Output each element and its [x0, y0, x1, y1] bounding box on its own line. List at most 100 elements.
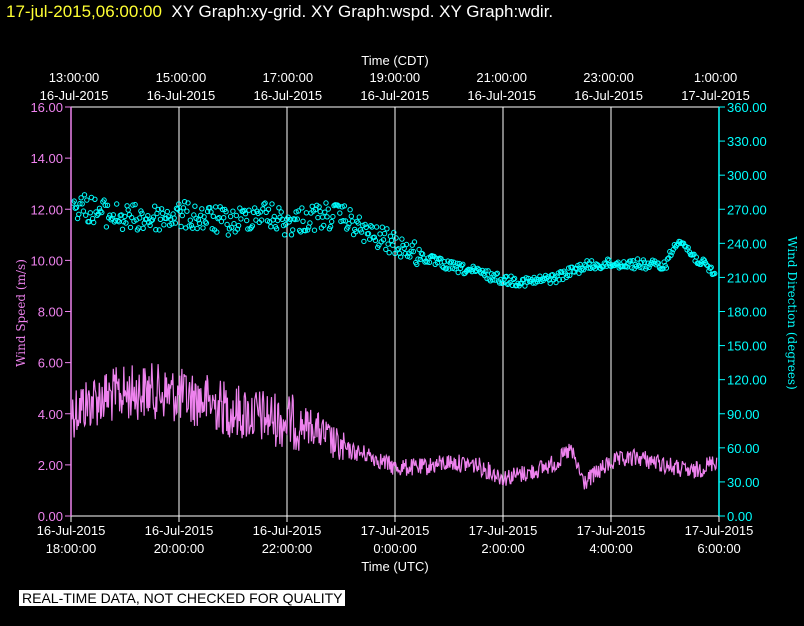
wind-direction-point — [380, 237, 387, 243]
wind-direction-point — [281, 232, 288, 238]
wind-direction-point — [84, 197, 90, 203]
wind-direction-point — [478, 270, 484, 276]
wind-direction-point — [188, 222, 195, 229]
right-tick-label: 30.00 — [727, 475, 760, 490]
wind-direction-point — [373, 224, 380, 230]
left-tick-label: 0.00 — [38, 509, 63, 524]
wind-direction-point — [321, 222, 327, 229]
wind-direction-point — [102, 202, 108, 208]
wind-direction-point — [381, 230, 388, 237]
wind-direction-point — [99, 209, 105, 216]
top-tick-time-label: 19:00:00 — [369, 70, 420, 85]
wind-direction-point — [123, 220, 129, 226]
wind-direction-point — [273, 226, 280, 232]
wind-direction-point — [127, 224, 134, 231]
wind-direction-point — [215, 215, 221, 222]
wind-direction-point — [522, 283, 528, 289]
wind-direction-point — [271, 213, 277, 220]
wind-direction-point — [442, 266, 449, 272]
header-graph-list: XY Graph:xy-grid. XY Graph:wspd. XY Grap… — [171, 2, 554, 21]
wind-direction-point — [114, 201, 120, 207]
wind-direction-point — [288, 232, 295, 238]
bottom-axis-title: Time (UTC) — [361, 559, 428, 574]
left-axis-title: Wind Speed (m/s) — [14, 259, 28, 367]
right-tick-label: 180.00 — [727, 305, 767, 320]
wind-direction-point — [148, 218, 154, 224]
wind-direction-point — [379, 224, 385, 230]
wind-direction-point — [579, 265, 586, 272]
left-tick-label: 10.00 — [30, 253, 63, 268]
bottom-tick-time-label: 20:00:00 — [154, 541, 205, 556]
wind-direction-point — [164, 208, 171, 215]
wind-direction-point — [363, 224, 369, 231]
wind-direction-point — [553, 279, 559, 286]
wind-direction-point — [242, 211, 249, 217]
wind-direction-point — [479, 267, 486, 274]
wind-direction-point — [438, 256, 444, 262]
wind-direction-point — [276, 205, 282, 211]
wind-direction-point — [341, 203, 348, 209]
wind-direction-point — [556, 277, 563, 283]
wind-direction-point — [214, 229, 220, 235]
wind-direction-point — [283, 221, 289, 228]
wind-direction-point — [246, 207, 252, 213]
wind-direction-point — [307, 220, 313, 226]
wind-direction-point — [712, 270, 718, 277]
wind-direction-point — [455, 269, 461, 276]
wind-direction-point — [348, 213, 354, 219]
left-tick-label: 8.00 — [38, 305, 63, 320]
wind-direction-point — [330, 213, 336, 220]
wind-direction-point — [641, 259, 648, 265]
wind-direction-point — [325, 206, 331, 212]
wind-direction-point — [580, 267, 587, 273]
wind-direction-point — [384, 226, 390, 232]
wind-direction-point — [145, 213, 151, 219]
wind-direction-point — [101, 197, 107, 203]
wind-direction-point — [235, 222, 242, 229]
wind-direction-point — [110, 212, 117, 218]
wind-direction-point — [115, 217, 121, 224]
wind-direction-point — [457, 265, 464, 271]
grid-lines — [178, 107, 612, 516]
wind-direction-point — [249, 223, 256, 229]
wind-direction-point — [605, 256, 611, 262]
wind-direction-point — [233, 212, 240, 219]
wind-direction-point — [181, 199, 188, 205]
wind-direction-point — [415, 256, 421, 262]
wind-direction-point — [337, 210, 343, 216]
wind-direction-point — [227, 213, 234, 220]
wind-direction-point — [399, 236, 405, 242]
right-tick-label: 210.00 — [727, 270, 767, 285]
wind-direction-point — [340, 218, 346, 224]
left-tick-label: 12.00 — [30, 202, 63, 217]
wind-direction-point — [262, 200, 268, 206]
wind-direction-point — [464, 267, 471, 273]
wind-direction-point — [261, 201, 267, 207]
wind-direction-point — [372, 237, 379, 244]
wind-direction-point — [149, 217, 156, 223]
wind-direction-point — [707, 265, 713, 271]
wind-direction-point — [231, 221, 237, 227]
wind-speed-series-line — [71, 363, 718, 490]
top-axis-title: Time (CDT) — [361, 53, 428, 68]
right-tick-label: 150.00 — [727, 339, 767, 354]
wind-direction-point — [329, 218, 335, 225]
wind-direction-point — [393, 235, 399, 241]
wind-direction-point — [278, 209, 284, 215]
top-tick-date-label: 16-Jul-2015 — [574, 88, 643, 103]
top-tick-time-label: 17:00:00 — [263, 70, 314, 85]
wind-direction-point — [398, 254, 404, 260]
wind-direction-point — [169, 221, 175, 227]
wind-direction-point — [122, 213, 128, 220]
wind-direction-point — [355, 220, 361, 226]
wind-direction-point — [664, 256, 671, 262]
wind-direction-point — [199, 206, 205, 212]
right-tick-label: 300.00 — [727, 168, 767, 183]
wind-direction-point — [669, 249, 675, 256]
wind-direction-point — [342, 218, 349, 224]
left-tick-label: 2.00 — [38, 458, 63, 473]
top-tick-date-label: 17-Jul-2015 — [681, 88, 750, 103]
wind-direction-point — [71, 198, 77, 204]
wind-direction-point — [410, 248, 417, 255]
wind-direction-point — [327, 223, 334, 230]
